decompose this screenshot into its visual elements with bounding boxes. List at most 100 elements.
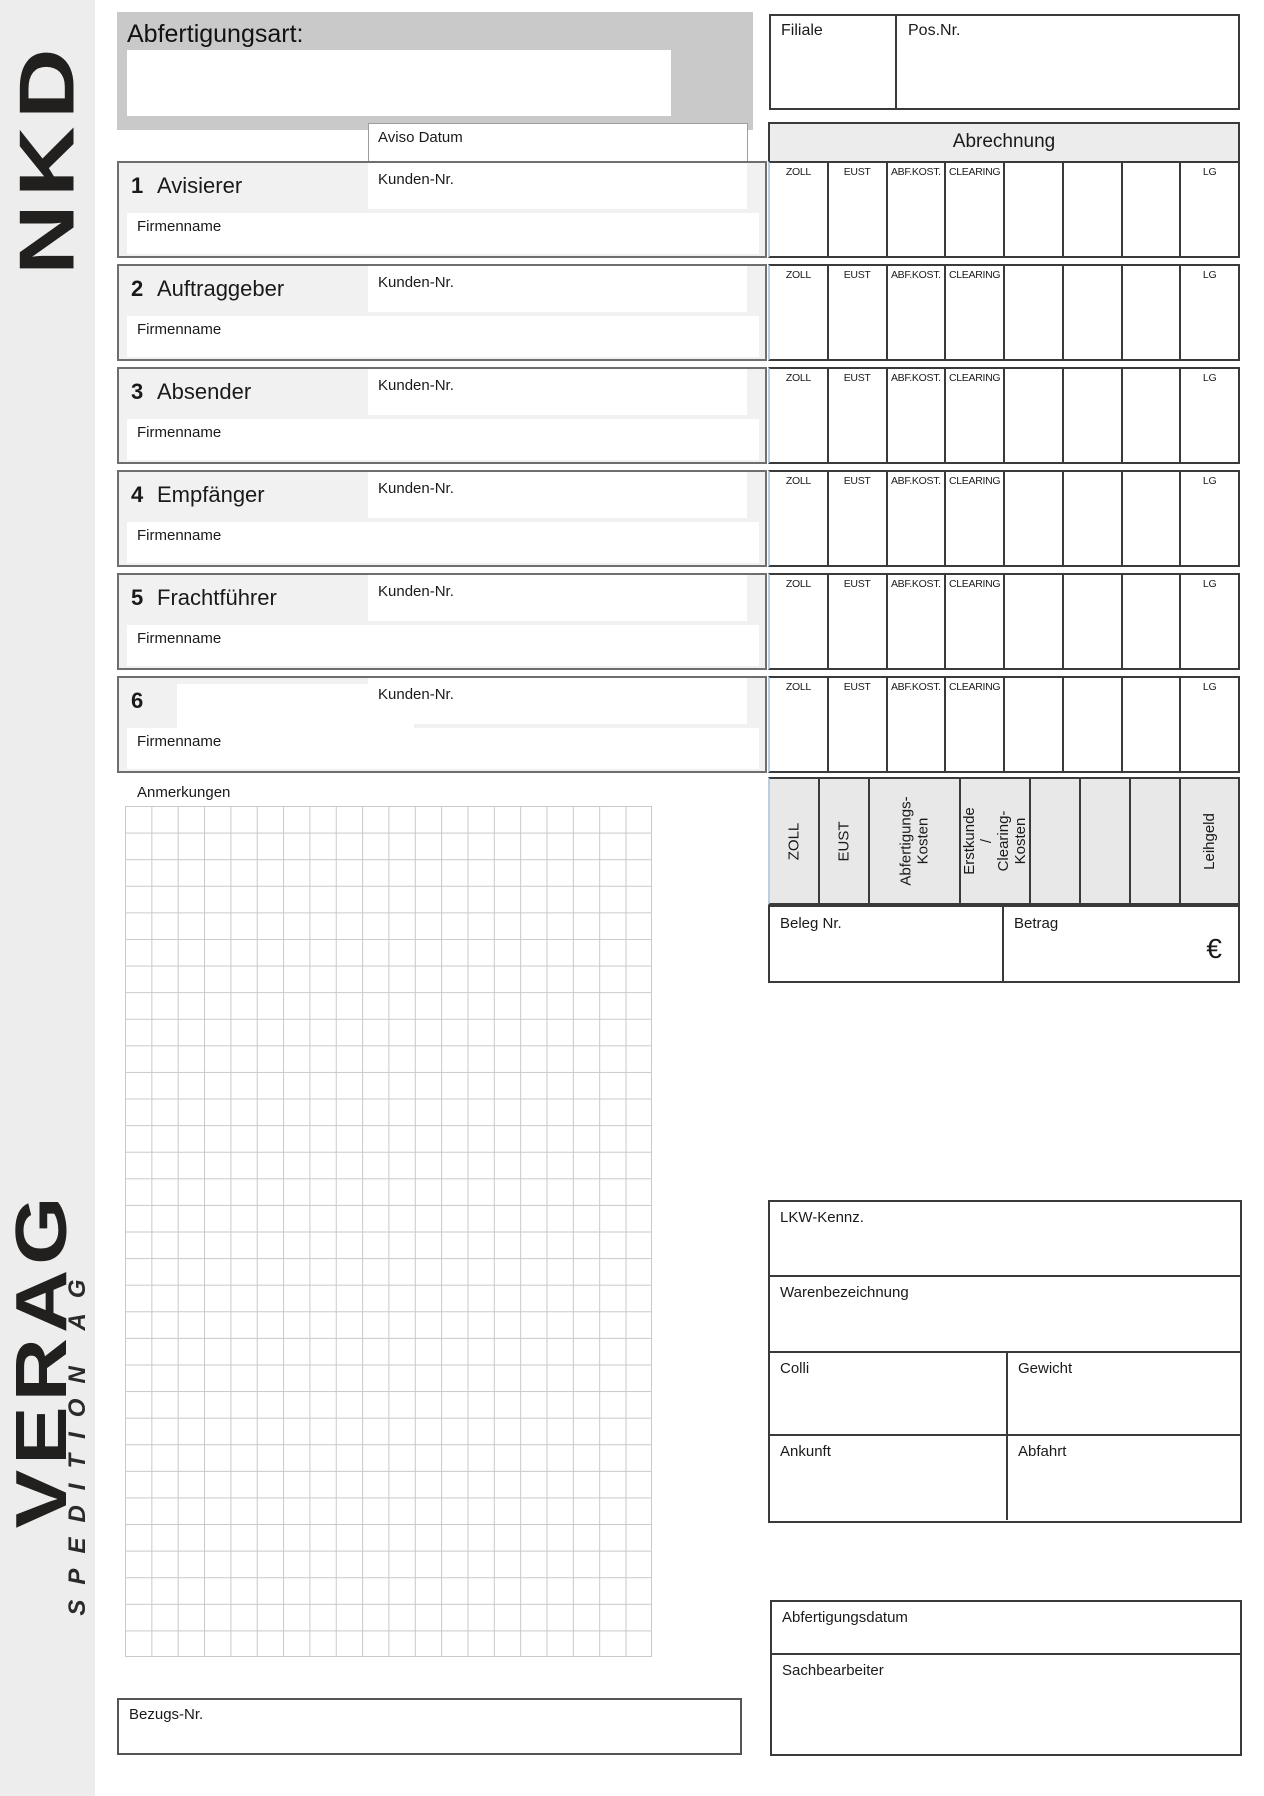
abfertigungsdatum-field[interactable]: Abfertigungsdatum <box>772 1602 1240 1655</box>
abrechnung-cell-r2-3[interactable]: CLEARING <box>946 266 1005 359</box>
abrechnung-cell-r1-5[interactable] <box>1064 163 1123 256</box>
cell-label <box>1123 266 1180 269</box>
cell-label: ABF.KOST. <box>890 578 941 590</box>
gewicht-field[interactable]: Gewicht <box>1006 1353 1240 1434</box>
cell-label: EUST <box>843 681 871 693</box>
abrechnung-cell-r2-1[interactable]: EUST <box>829 266 888 359</box>
abrechnung-cell-r2-6[interactable] <box>1123 266 1182 359</box>
abrechnung-cell-r3-0[interactable]: ZOLL <box>770 369 829 462</box>
abrechnung-cell-r1-4[interactable] <box>1005 163 1064 256</box>
cell-label: ABF.KOST. <box>890 475 941 487</box>
cell-label <box>1064 163 1121 166</box>
abfertigungsart-label: Abfertigungsart: <box>127 20 304 48</box>
abrechnung-cell-r5-0[interactable]: ZOLL <box>770 575 829 668</box>
ankunft-label: Ankunft <box>780 1443 831 1460</box>
abrechnung-cell-r3-5[interactable] <box>1064 369 1123 462</box>
abrechnung-cell-r1-2[interactable]: ABF.KOST. <box>888 163 947 256</box>
betrag-field[interactable]: Betrag € <box>1004 907 1238 981</box>
abrechnung-cell-r1-7[interactable]: LG <box>1181 163 1238 256</box>
abrechnung-cell-r5-1[interactable]: EUST <box>829 575 888 668</box>
colli-gewicht-row: Colli Gewicht <box>770 1353 1240 1436</box>
beleg-nr-field[interactable]: Beleg Nr. <box>770 907 1004 981</box>
footer-label-cell-3: Erstkunde / Clearing-Kosten <box>961 779 1031 903</box>
beleg-betrag-row: Beleg Nr. Betrag € <box>768 905 1240 983</box>
firmenname-field-6[interactable]: Firmenname <box>127 728 759 769</box>
abrechnung-cell-r5-7[interactable]: LG <box>1181 575 1238 668</box>
abrechnung-cell-r1-1[interactable]: EUST <box>829 163 888 256</box>
cell-label <box>1123 678 1180 681</box>
abrechnung-cell-r6-5[interactable] <box>1064 678 1123 771</box>
abrechnung-cell-r2-2[interactable]: ABF.KOST. <box>888 266 947 359</box>
abrechnung-cell-r6-6[interactable] <box>1123 678 1182 771</box>
colli-field[interactable]: Colli <box>770 1353 1006 1434</box>
section-title: Frachtführer <box>157 585 277 610</box>
abrechnung-cell-r6-1[interactable]: EUST <box>829 678 888 771</box>
abrechnung-cell-r4-3[interactable]: CLEARING <box>946 472 1005 565</box>
abrechnung-cell-r4-4[interactable] <box>1005 472 1064 565</box>
cell-label: ZOLL <box>785 269 811 281</box>
abrechnung-cell-r3-1[interactable]: EUST <box>829 369 888 462</box>
firmenname-label: Firmenname <box>137 527 222 544</box>
abrechnung-cell-r5-4[interactable] <box>1005 575 1064 668</box>
abrechnung-cell-r3-6[interactable] <box>1123 369 1182 462</box>
kunden-nr-field-3[interactable]: Kunden-Nr. <box>368 369 747 415</box>
abfahrt-field[interactable]: Abfahrt <box>1006 1436 1240 1520</box>
kunden-nr-field-2[interactable]: Kunden-Nr. <box>368 266 747 312</box>
abrechnung-cell-r4-6[interactable] <box>1123 472 1182 565</box>
abrechnung-cell-r6-0[interactable]: ZOLL <box>770 678 829 771</box>
kunden-nr-label: Kunden-Nr. <box>378 686 454 703</box>
abfertigungsart-field[interactable] <box>127 50 671 116</box>
abrechnung-cell-r1-0[interactable]: ZOLL <box>770 163 829 256</box>
abrechnung-cell-r2-4[interactable] <box>1005 266 1064 359</box>
footer-label-cell-7: Leihgeld <box>1181 779 1238 903</box>
cell-label: ZOLL <box>785 166 811 178</box>
kunden-nr-field-1[interactable]: Kunden-Nr. <box>368 163 747 209</box>
cell-label: EUST <box>843 372 871 384</box>
abrechnung-cell-r2-5[interactable] <box>1064 266 1123 359</box>
abrechnung-cell-r5-3[interactable]: CLEARING <box>946 575 1005 668</box>
abrechnung-cell-r6-7[interactable]: LG <box>1181 678 1238 771</box>
abrechnung-cell-r4-2[interactable]: ABF.KOST. <box>888 472 947 565</box>
abrechnung-cell-r1-6[interactable] <box>1123 163 1182 256</box>
abrechnung-cell-r3-4[interactable] <box>1005 369 1064 462</box>
cell-label: LG <box>1202 681 1217 693</box>
firmenname-field-2[interactable]: Firmenname <box>127 316 759 357</box>
abrechnung-cell-r3-7[interactable]: LG <box>1181 369 1238 462</box>
abrechnung-cell-r3-3[interactable]: CLEARING <box>946 369 1005 462</box>
firmenname-field-3[interactable]: Firmenname <box>127 419 759 460</box>
abrechnung-cell-r5-2[interactable]: ABF.KOST. <box>888 575 947 668</box>
anmerkungen-label: Anmerkungen <box>137 784 231 801</box>
abrechnung-cell-r6-4[interactable] <box>1005 678 1064 771</box>
cell-label: ABF.KOST. <box>890 681 941 693</box>
colli-label: Colli <box>780 1360 810 1377</box>
abrechnung-cell-r5-6[interactable] <box>1123 575 1182 668</box>
warenbezeichnung-field[interactable]: Warenbezeichnung <box>770 1277 1240 1353</box>
footer-label-cell-4 <box>1031 779 1082 903</box>
kunden-nr-field-5[interactable]: Kunden-Nr. <box>368 575 747 621</box>
abrechnung-cell-r6-2[interactable]: ABF.KOST. <box>888 678 947 771</box>
abrechnung-cell-r6-3[interactable]: CLEARING <box>946 678 1005 771</box>
sachbearbeiter-field[interactable]: Sachbearbeiter <box>772 1655 1240 1753</box>
kunden-nr-field-4[interactable]: Kunden-Nr. <box>368 472 747 518</box>
firmenname-field-1[interactable]: Firmenname <box>127 213 759 254</box>
abrechnung-cell-r1-3[interactable]: CLEARING <box>946 163 1005 256</box>
warenbezeichnung-label: Warenbezeichnung <box>780 1284 909 1301</box>
kunden-nr-field-6[interactable]: Kunden-Nr. <box>368 678 747 724</box>
cell-label: ZOLL <box>785 372 811 384</box>
firmenname-field-4[interactable]: Firmenname <box>127 522 759 563</box>
ankunft-field[interactable]: Ankunft <box>770 1436 1006 1520</box>
abrechnung-cell-r3-2[interactable]: ABF.KOST. <box>888 369 947 462</box>
aviso-datum-field[interactable]: Aviso Datum <box>368 123 748 168</box>
abrechnung-cell-r2-0[interactable]: ZOLL <box>770 266 829 359</box>
firmenname-field-5[interactable]: Firmenname <box>127 625 759 666</box>
abrechnung-cell-r4-5[interactable] <box>1064 472 1123 565</box>
abrechnung-cell-r2-7[interactable]: LG <box>1181 266 1238 359</box>
abrechnung-cell-r4-0[interactable]: ZOLL <box>770 472 829 565</box>
cell-label: LG <box>1202 372 1217 384</box>
lkw-kennz-field[interactable]: LKW-Kennz. <box>770 1202 1240 1277</box>
anmerkungen-grid-area[interactable] <box>125 806 652 1657</box>
abrechnung-cell-r5-5[interactable] <box>1064 575 1123 668</box>
abrechnung-cell-r4-7[interactable]: LG <box>1181 472 1238 565</box>
abrechnung-cell-r4-1[interactable]: EUST <box>829 472 888 565</box>
bezugs-nr-field[interactable]: Bezugs-Nr. <box>117 1698 742 1755</box>
